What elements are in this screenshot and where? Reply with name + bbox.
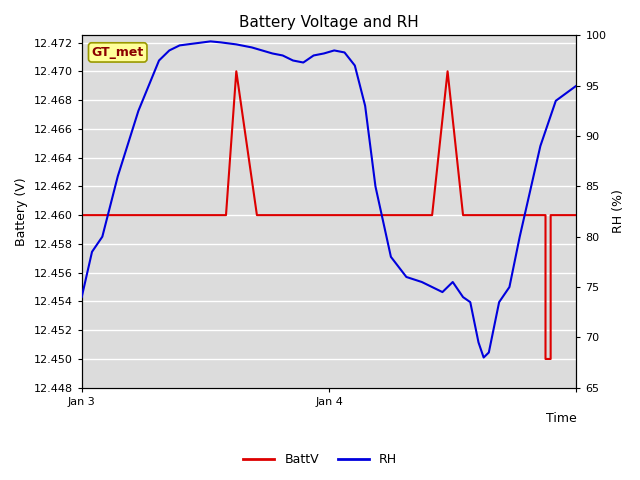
X-axis label: Time: Time bbox=[546, 412, 577, 425]
Text: GT_met: GT_met bbox=[92, 46, 144, 59]
Title: Battery Voltage and RH: Battery Voltage and RH bbox=[239, 15, 419, 30]
Y-axis label: Battery (V): Battery (V) bbox=[15, 177, 28, 246]
Legend: BattV, RH: BattV, RH bbox=[238, 448, 402, 471]
Y-axis label: RH (%): RH (%) bbox=[612, 190, 625, 233]
